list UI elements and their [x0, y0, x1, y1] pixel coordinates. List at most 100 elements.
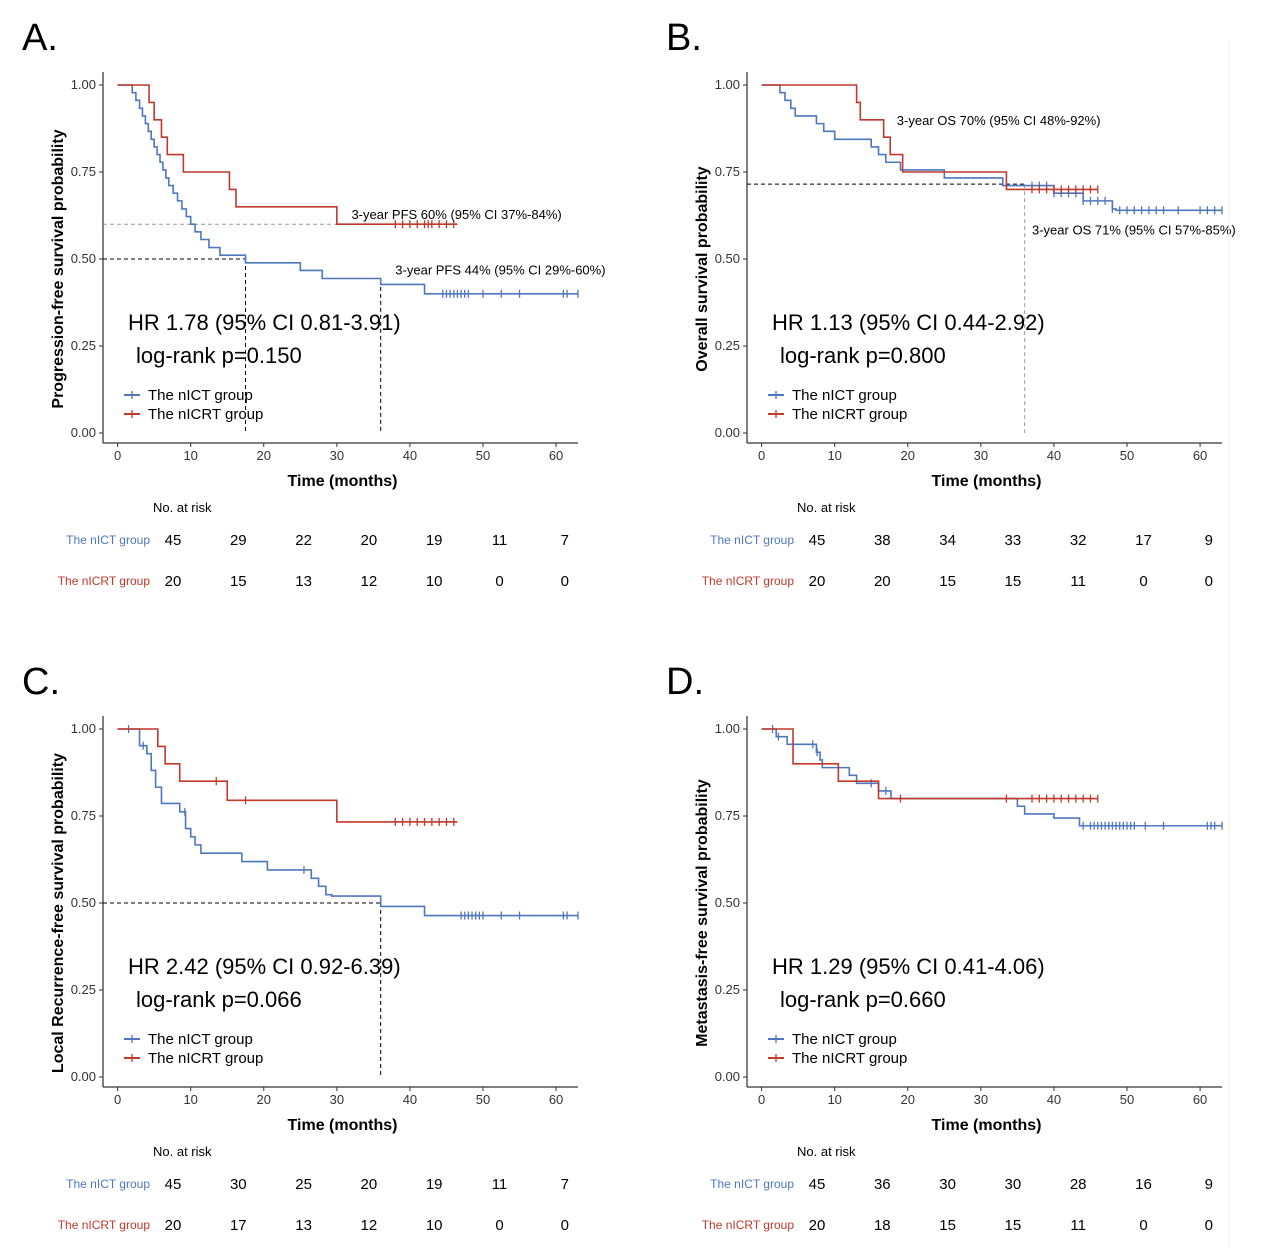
risk-value: 7: [561, 532, 569, 549]
y-tick-label: 0.00: [71, 1069, 96, 1084]
x-tick-label: 10: [827, 1092, 841, 1107]
risk-row-label: The nICT group: [66, 1177, 150, 1191]
legend-label: The nICRT group: [792, 406, 907, 423]
risk-value: 30: [230, 1176, 247, 1193]
risk-value: 0: [1205, 573, 1213, 590]
annotation-text: 3-year PFS 44% (95% CI 29%-60%): [395, 263, 605, 278]
risk-value: 0: [1139, 1217, 1147, 1234]
risk-value: 19: [426, 532, 443, 549]
risk-value: 7: [561, 1176, 569, 1193]
hazard-ratio-text: HR 1.29 (95% CI 0.41-4.06): [772, 954, 1045, 979]
y-tick-label: 0.25: [715, 982, 740, 997]
x-tick-label: 0: [758, 448, 765, 463]
pvalue-text: log-rank p=0.660: [780, 987, 946, 1012]
annotation-text: 3-year OS 70% (95% CI 48%-92%): [897, 113, 1101, 128]
y-axis-label: Overall survival probability: [694, 166, 711, 372]
risk-row-label: The nICRT group: [702, 1218, 795, 1232]
panel-c: C. 0.00 0.25 0.50 0.75 1.00 0 10 20 30 40 50 60 Time …: [22, 661, 579, 1234]
risk-value: 0: [1205, 1217, 1213, 1234]
risk-row-label: The nICRT group: [58, 1218, 151, 1232]
x-tick-label: 40: [403, 448, 417, 463]
x-tick-label: 20: [257, 1092, 271, 1107]
x-tick-label: 10: [183, 1092, 197, 1107]
risk-value: 30: [1005, 1176, 1022, 1193]
risk-value: 0: [495, 573, 503, 590]
risk-value: 22: [295, 532, 312, 549]
risk-row-label: The nICRT group: [58, 574, 151, 588]
legend-label: The nICT group: [792, 1031, 897, 1048]
km-curve-series-0: [761, 728, 1222, 827]
x-axis-label: Time (months): [932, 473, 1042, 490]
risk-value: 32: [1070, 532, 1087, 549]
annotation-text: 3-year PFS 60% (95% CI 37%-84%): [351, 207, 561, 222]
x-tick-label: 0: [758, 1092, 765, 1107]
risk-value: 13: [295, 573, 312, 590]
y-tick-label: 0.50: [71, 895, 96, 910]
risk-value: 29: [230, 532, 247, 549]
risk-value: 38: [874, 532, 891, 549]
risk-value: 45: [809, 1176, 826, 1193]
x-tick-label: 50: [1120, 448, 1134, 463]
risk-value: 13: [295, 1217, 312, 1234]
x-tick-label: 30: [974, 448, 988, 463]
legend-label: The nICT group: [148, 387, 253, 404]
risk-value: 20: [809, 573, 826, 590]
risk-value: 15: [939, 573, 956, 590]
x-tick-label: 30: [330, 448, 344, 463]
risk-row-label: The nICRT group: [702, 574, 795, 588]
risk-value: 20: [165, 1217, 182, 1234]
km-curve-series-0: [761, 84, 1222, 212]
risk-value: 12: [361, 573, 378, 590]
risk-value: 20: [361, 1176, 378, 1193]
risk-value: 45: [809, 532, 826, 549]
risk-value: 45: [165, 1176, 182, 1193]
y-tick-label: 1.00: [715, 77, 740, 92]
y-axis-label: Progression-free survival probability: [50, 129, 67, 408]
y-tick-label: 0.50: [715, 895, 740, 910]
risk-value: 25: [295, 1176, 312, 1193]
risk-value: 20: [809, 1217, 826, 1234]
risk-value: 15: [1005, 573, 1022, 590]
km-curve-series-0: [117, 84, 578, 295]
risk-row-label: The nICT group: [710, 1177, 794, 1191]
km-curve-series-1: [761, 84, 1098, 191]
x-tick-label: 60: [549, 448, 563, 463]
risk-value: 16: [1135, 1176, 1152, 1193]
x-tick-label: 40: [403, 1092, 417, 1107]
pvalue-text: log-rank p=0.066: [136, 987, 302, 1012]
risk-value: 20: [874, 573, 891, 590]
risk-value: 33: [1005, 532, 1022, 549]
y-tick-label: 0.75: [71, 808, 96, 823]
y-tick-label: 0.75: [715, 808, 740, 823]
km-curve-series-1: [117, 84, 458, 225]
y-tick-label: 0.75: [71, 164, 96, 179]
x-axis-label: Time (months): [288, 1117, 398, 1134]
risk-value: 11: [1070, 573, 1086, 590]
panel-label: A.: [22, 17, 58, 59]
risk-table-title: No. at risk: [153, 1144, 212, 1159]
risk-value: 9: [1205, 1176, 1213, 1193]
x-axis-label: Time (months): [288, 473, 398, 490]
risk-value: 17: [1135, 532, 1152, 549]
risk-value: 36: [874, 1176, 891, 1193]
legend-label: The nICRT group: [792, 1050, 907, 1067]
risk-value: 0: [561, 573, 569, 590]
y-tick-label: 0.00: [715, 425, 740, 440]
y-tick-label: 0.25: [71, 982, 96, 997]
y-tick-label: 0.50: [71, 251, 96, 266]
hazard-ratio-text: HR 1.13 (95% CI 0.44-2.92): [772, 310, 1045, 335]
risk-value: 10: [426, 573, 443, 590]
y-tick-label: 1.00: [715, 721, 740, 736]
y-tick-label: 0.00: [71, 425, 96, 440]
risk-value: 11: [1070, 1217, 1086, 1234]
y-tick-label: 0.25: [715, 338, 740, 353]
risk-value: 20: [165, 573, 182, 590]
legend-label: The nICRT group: [148, 1050, 263, 1067]
risk-value: 18: [874, 1217, 891, 1234]
x-tick-label: 0: [114, 1092, 121, 1107]
x-tick-label: 40: [1047, 448, 1061, 463]
risk-value: 11: [492, 1176, 508, 1193]
panel-label: B.: [666, 17, 702, 59]
x-tick-label: 60: [549, 1092, 563, 1107]
y-tick-label: 0.25: [71, 338, 96, 353]
